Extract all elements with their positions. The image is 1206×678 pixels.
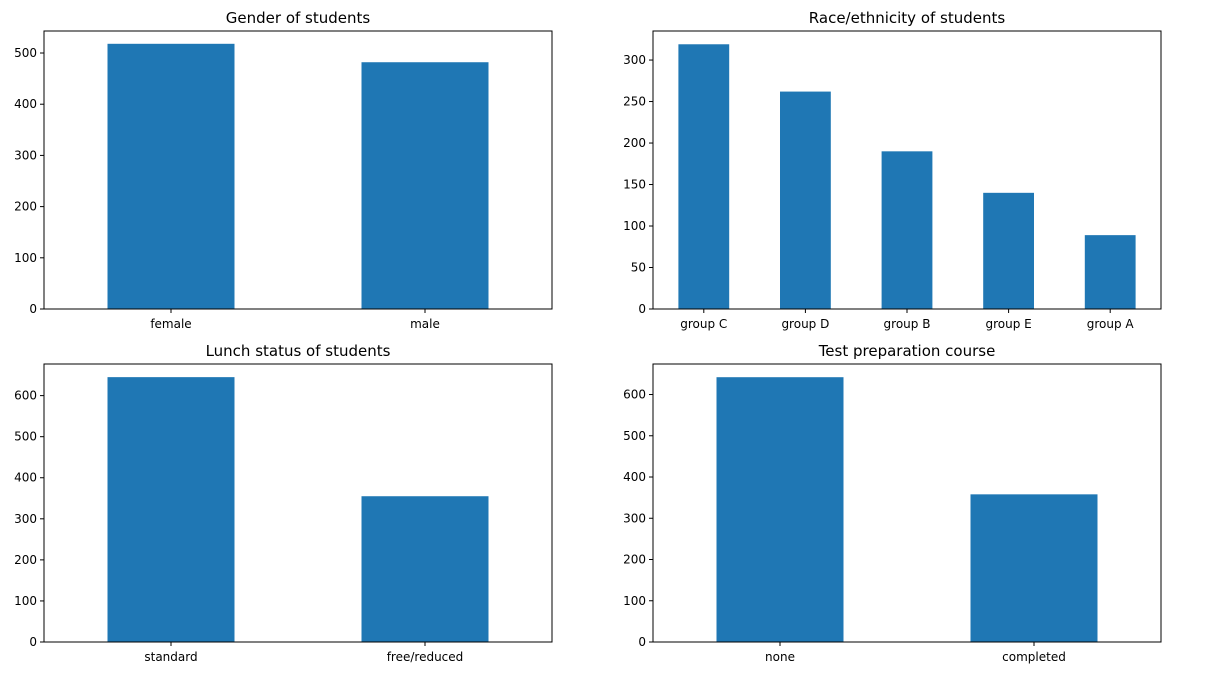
bar-free-reduced [361,496,489,642]
x-tick-label-group-b: group B [884,317,931,331]
x-tick-label-group-d: group D [781,317,829,331]
x-tick-label-completed: completed [1002,650,1066,664]
y-tick-label: 150 [623,178,646,192]
bar-group-b [881,151,933,309]
y-tick-label: 400 [14,471,37,485]
chart-title: Test preparation course [818,342,996,360]
axes-frame [652,363,1162,643]
x-tick-label-standard: standard [144,650,197,664]
y-tick-label: 50 [631,261,646,275]
chart-title: Lunch status of students [206,342,391,360]
x-tick-label-male: male [410,317,440,331]
axes-frame [43,363,553,643]
bar-male [361,62,489,310]
x-tick-label-free-reduced: free/reduced [387,650,464,664]
bar-female [107,43,235,310]
y-tick-label: 0 [29,302,37,316]
y-tick-label: 500 [14,46,37,60]
y-tick-label: 0 [638,302,646,316]
x-tick-label-group-e: group E [985,317,1031,331]
chart-title: Race/ethnicity of students [809,9,1006,27]
y-tick-label: 100 [623,594,646,608]
bar-group-e [983,192,1034,309]
subplot-test-preparation: Test preparation course 0 100 200 300 400 500 6… [623,342,1162,664]
y-tick-label: 250 [623,95,646,109]
y-tick-label: 300 [623,53,646,67]
subplot-race-ethnicity: Race/ethnicity of students 0 50 100 150 200 25… [623,9,1162,331]
y-tick-label: 300 [623,511,646,525]
y-tick-label: 100 [623,219,646,233]
y-tick-label: 400 [623,470,646,484]
bar-none [716,377,844,642]
y-tick-label: 500 [14,430,37,444]
bar-standard [107,377,235,642]
y-tick-label: 100 [14,251,37,265]
subplot-gender: Gender of students 0 100 200 300 400 500 female… [14,9,553,331]
bar-group-d [780,91,831,309]
y-tick-label: 0 [29,635,37,649]
y-tick-label: 0 [638,635,646,649]
bar-group-a [1084,235,1136,309]
subplot-lunch-status: Lunch status of students 0 100 200 300 400 500… [14,342,553,664]
y-tick-label: 200 [14,200,37,214]
y-tick-label: 300 [14,148,37,162]
x-tick-label-female: female [150,317,191,331]
chart-title: Gender of students [226,9,371,27]
x-tick-label-group-a: group A [1087,317,1135,331]
y-tick-label: 200 [623,136,646,150]
y-tick-label: 600 [14,389,37,403]
y-tick-label: 200 [623,553,646,567]
y-tick-label: 100 [14,594,37,608]
y-tick-label: 600 [623,388,646,402]
y-tick-label: 500 [623,429,646,443]
x-tick-label-none: none [765,650,795,664]
axes-frame [43,30,553,310]
y-tick-label: 300 [14,512,37,526]
bar-completed [970,494,1098,642]
x-tick-label-group-c: group C [680,317,727,331]
bar-group-c [678,44,730,309]
y-tick-label: 400 [14,97,37,111]
y-tick-label: 200 [14,553,37,567]
